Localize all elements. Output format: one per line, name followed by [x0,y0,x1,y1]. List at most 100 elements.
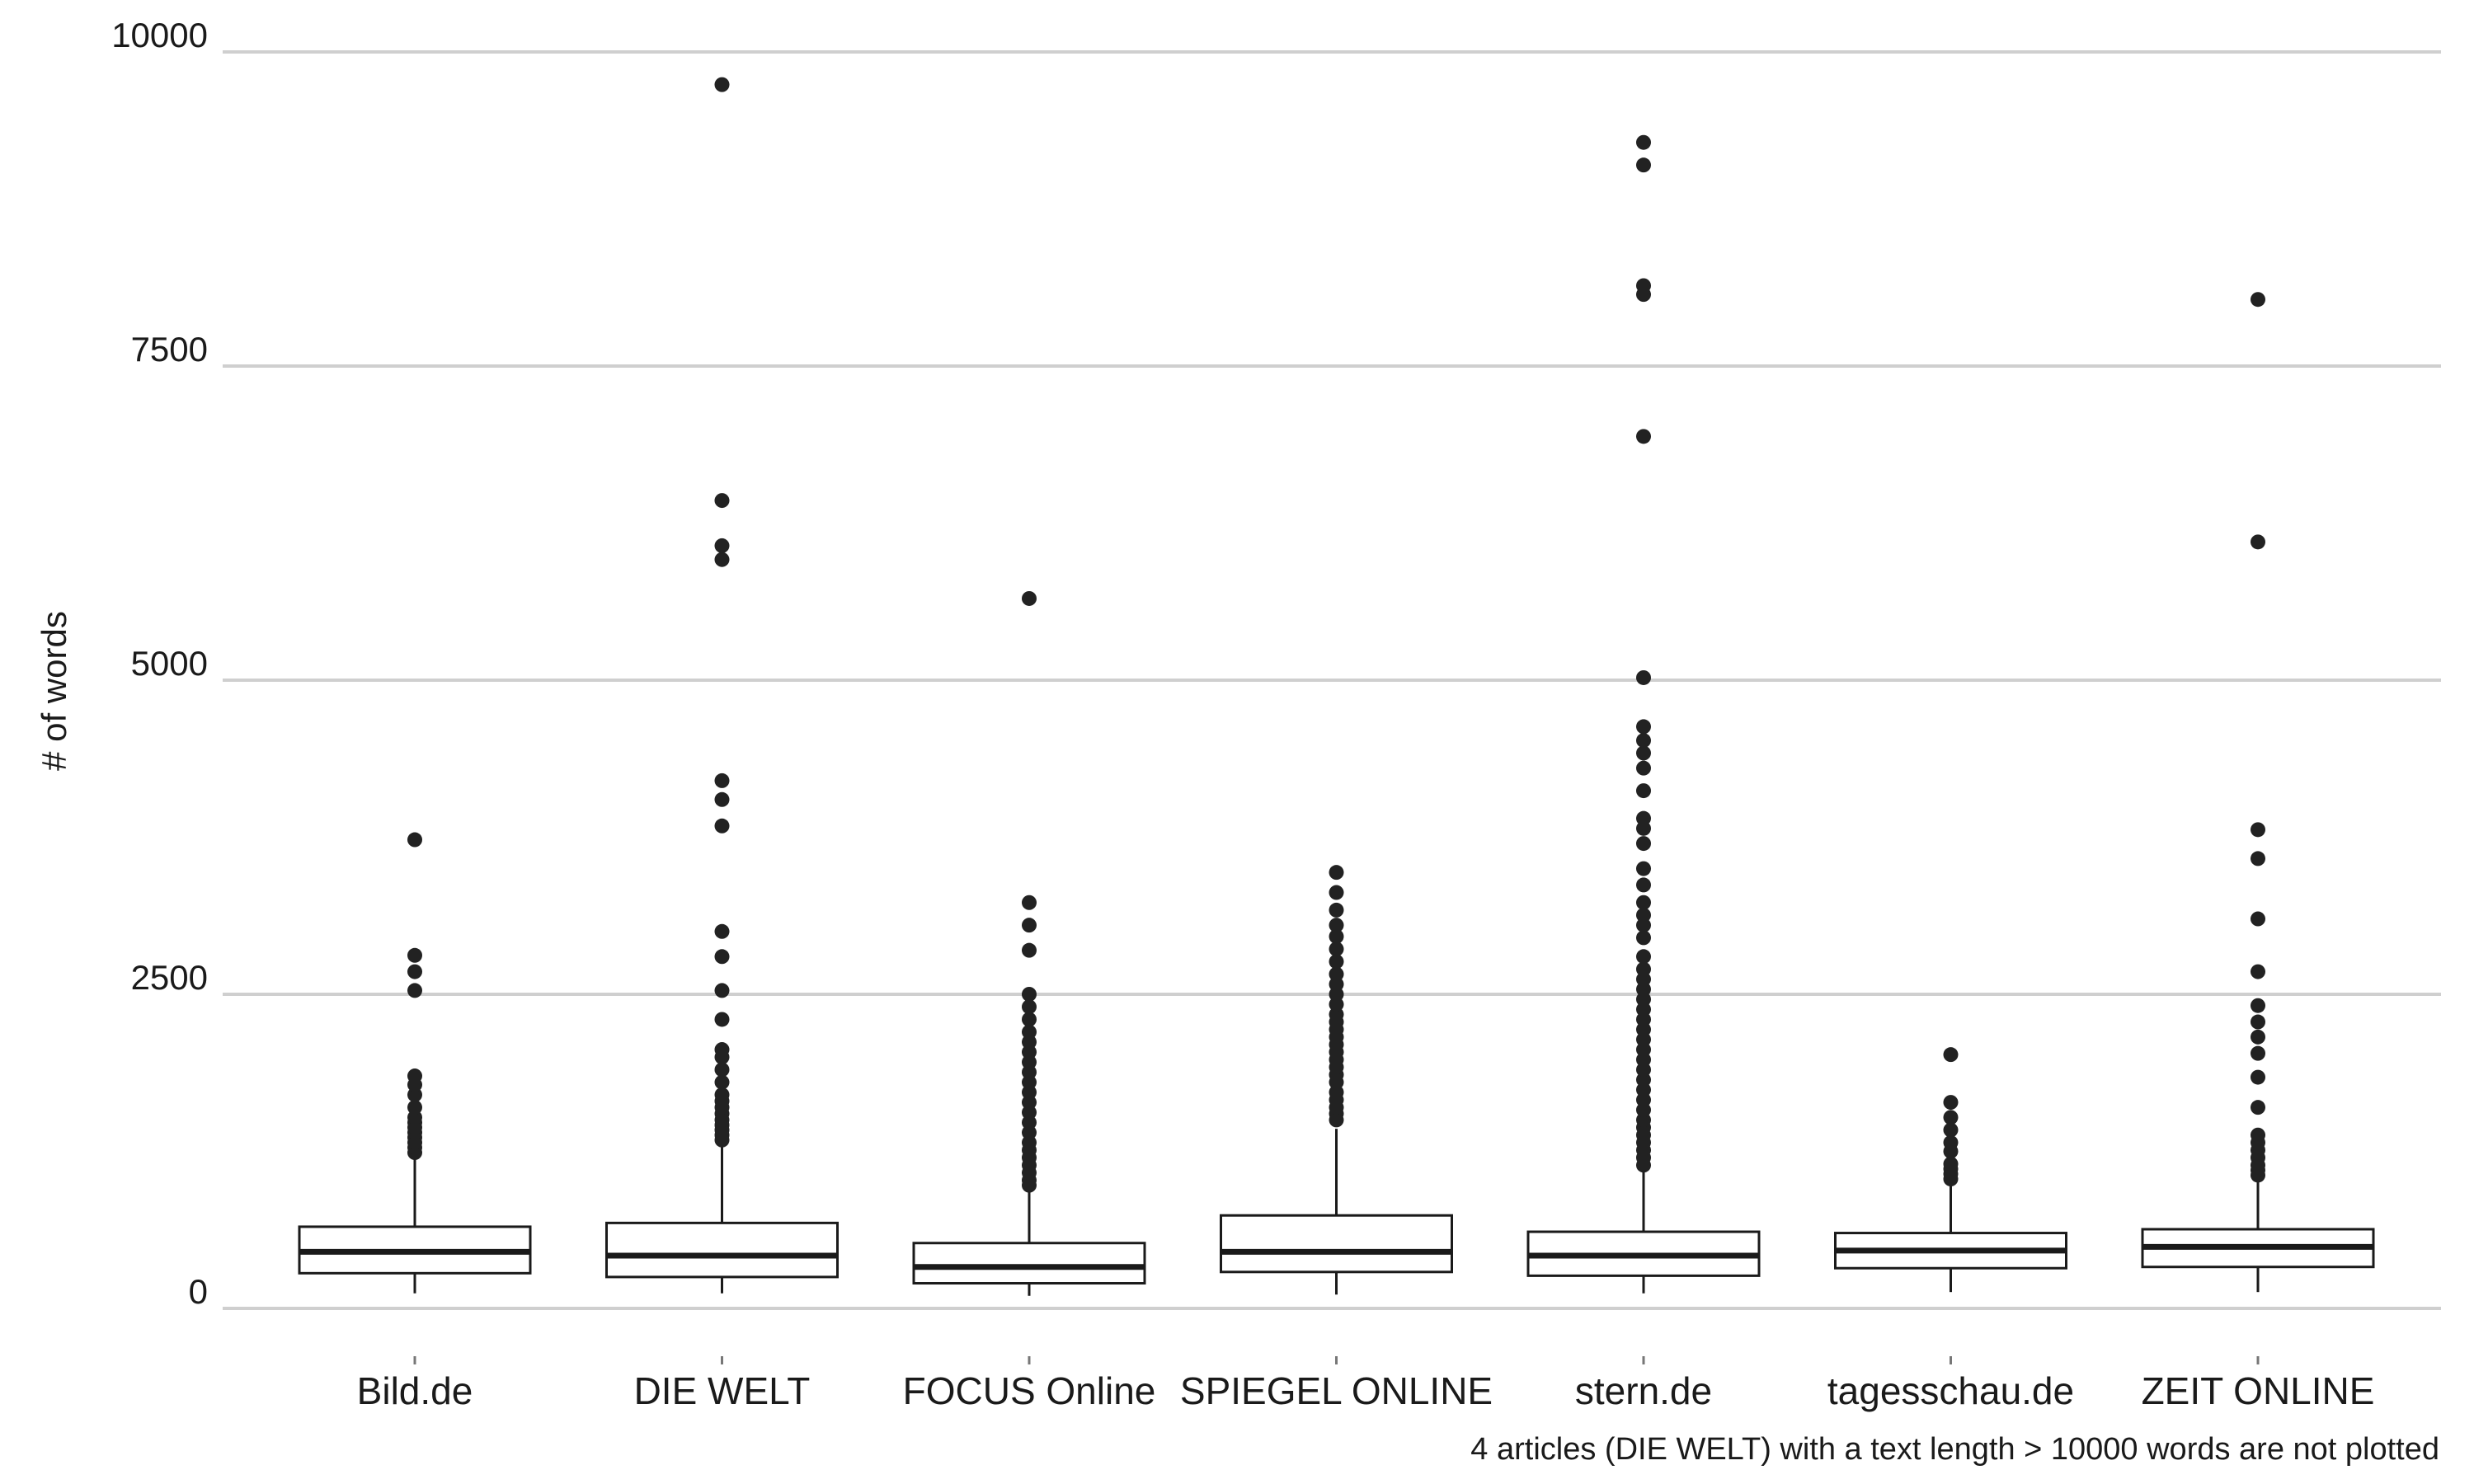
outlier-point [1636,961,1651,977]
outlier-point [1636,836,1651,852]
x-tick-label: SPIEGEL ONLINE [1180,1369,1493,1412]
outlier-point [1022,987,1037,1002]
outlier-point [1636,760,1651,776]
outlier-point [1329,885,1344,900]
outlier-point [1943,1122,1959,1138]
box-5 [1834,1184,2067,1293]
outlier-point [2251,851,2265,866]
outlier-point [714,923,730,939]
outlier-point [714,791,730,807]
x-tick-label: ZEIT ONLINE [2142,1369,2375,1412]
y-tick-label: 7500 [131,330,208,369]
outlier-point [1329,966,1344,982]
outlier-point [714,818,730,834]
outlier-point [2251,292,2265,308]
outlier-point [714,983,730,998]
outlier-point [1636,429,1651,444]
outlier-point [1329,928,1344,944]
boxes [298,1129,2375,1296]
outlier-point [1636,907,1651,923]
outlier-point [714,552,730,567]
outlier-point [714,493,730,509]
outlier-point [714,773,730,788]
iqr-box [912,1242,1146,1285]
outlier-point [2251,998,2265,1013]
x-tick-label: DIE WELT [634,1369,811,1412]
outlier-point [1329,865,1344,881]
y-tick-label: 2500 [131,958,208,997]
box-3 [1220,1129,1453,1295]
outlier-point [714,1087,730,1102]
outlier-point [407,1068,422,1084]
outlier-point [1636,719,1651,735]
outlier-points [407,77,2265,1193]
outlier-point [714,77,730,92]
iqr-box [605,1221,839,1279]
y-tick-labels: 0 2500 5000 7500 10000 [111,16,208,1311]
outlier-point [1636,733,1651,749]
outlier-point [1636,949,1651,965]
box-0 [298,1158,532,1294]
outlier-point [2251,1045,2265,1061]
outlier-point [2251,1100,2265,1115]
outlier-point [714,1012,730,1027]
box-6 [2141,1177,2375,1293]
outlier-point [2251,911,2265,927]
outlier-point [714,949,730,965]
outlier-point [2251,822,2265,838]
outlier-point [1022,590,1037,606]
x-tick-label: Bild.de [357,1369,473,1412]
outlier-point [2251,1069,2265,1085]
outlier-point [1329,902,1344,918]
outlier-point [1943,1110,1959,1125]
outlier-point [1636,669,1651,685]
outlier-point [1636,783,1651,799]
outlier-point [1329,954,1344,970]
outlier-point [1636,861,1651,876]
outlier-point [407,983,422,998]
outlier-point [407,1100,422,1115]
outlier-point [1329,942,1344,957]
x-tick-label: FOCUS Online [903,1369,1156,1412]
y-tick-label: 10000 [111,16,208,54]
x-tick-label: tagesschau.de [1827,1369,2074,1412]
outlier-point [1636,157,1651,173]
outlier-point [1329,918,1344,933]
outlier-point [2251,1127,2265,1143]
outlier-point [1022,918,1037,933]
outlier-point [1636,278,1651,294]
outlier-point [714,1042,730,1058]
outlier-point [714,1074,730,1090]
outlier-point [1636,745,1651,761]
outlier-point [1943,1156,1959,1172]
outlier-point [1022,895,1037,910]
x-tick-label: stern.de [1575,1369,1712,1412]
outlier-point [714,538,730,553]
box-1 [605,1142,839,1294]
outlier-point [1022,1012,1037,1027]
outlier-point [407,964,422,979]
gridlines [223,50,2441,1310]
box-2 [912,1187,1146,1296]
outlier-point [1022,999,1037,1015]
outlier-point [2251,964,2265,979]
outlier-point [2251,534,2265,550]
y-tick-label: 5000 [131,644,208,683]
outlier-point [1636,895,1651,910]
outlier-point [2251,1014,2265,1030]
iqr-box [1220,1214,1453,1274]
outlier-point [407,832,422,848]
outlier-point [714,1062,730,1078]
outlier-point [1943,1047,1959,1063]
outlier-point [1943,1095,1959,1111]
y-axis-label: # of words [35,611,73,771]
outlier-point [1636,810,1651,826]
outlier-point [1943,1134,1959,1150]
outlier-point [1636,134,1651,150]
y-tick-label: 0 [189,1272,208,1311]
outlier-point [1636,877,1651,893]
outlier-point [1022,942,1037,958]
outlier-point [407,947,422,963]
